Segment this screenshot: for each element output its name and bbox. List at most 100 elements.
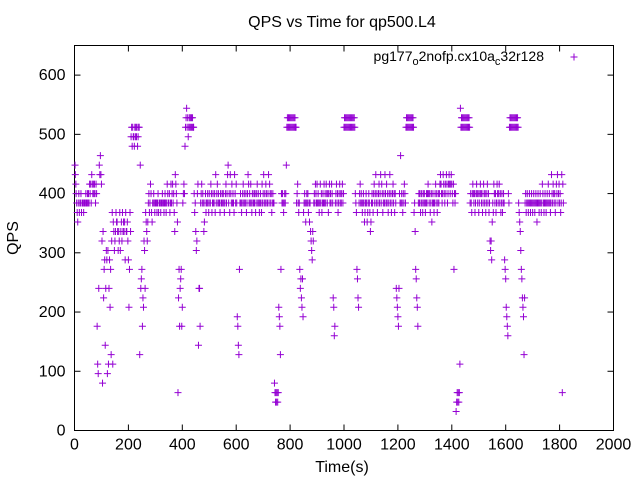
x-tick-label: 1800 <box>542 437 578 454</box>
data-point <box>355 303 363 311</box>
data-point <box>447 171 455 179</box>
x-axis-title: Time(s) <box>315 459 369 476</box>
x-tick-label: 600 <box>223 437 250 454</box>
data-point <box>172 190 180 198</box>
data-point <box>270 199 278 207</box>
data-point <box>520 351 528 359</box>
data-point <box>309 237 317 245</box>
data-point <box>213 180 221 188</box>
data-point <box>143 227 151 235</box>
data-point <box>393 294 401 302</box>
data-point <box>324 209 332 217</box>
data-point <box>95 161 103 169</box>
x-tick-label: 200 <box>115 437 142 454</box>
data-point <box>318 209 326 217</box>
legend-part-3: 2nofp.cx10a <box>419 48 495 64</box>
legend-part-1: pg177 <box>374 48 413 64</box>
data-point <box>275 313 283 321</box>
data-point <box>173 218 181 226</box>
data-point <box>183 104 191 112</box>
data-point <box>424 180 432 188</box>
data-point <box>306 218 314 226</box>
data-point <box>456 104 464 112</box>
data-point <box>96 152 104 160</box>
data-point <box>224 161 232 169</box>
data-point <box>143 237 151 245</box>
data-point <box>386 171 394 179</box>
x-tick-label: 400 <box>169 437 196 454</box>
data-point <box>100 265 108 273</box>
data-point <box>124 237 132 245</box>
data-point <box>269 190 277 198</box>
data-point <box>258 209 266 217</box>
x-tick-label: 1400 <box>434 437 470 454</box>
data-point <box>505 199 513 207</box>
data-point <box>514 123 522 131</box>
data-point <box>498 209 506 217</box>
data-point <box>173 199 181 207</box>
data-point <box>391 209 399 217</box>
data-point <box>280 209 288 217</box>
data-point <box>141 284 149 292</box>
data-point <box>394 313 402 321</box>
data-point <box>296 284 304 292</box>
data-point <box>339 190 347 198</box>
data-point <box>118 237 126 245</box>
data-point <box>230 209 238 217</box>
y-tick-label: 500 <box>39 126 66 143</box>
data-point <box>123 218 131 226</box>
data-point <box>294 180 302 188</box>
data-point <box>138 322 146 330</box>
data-point <box>353 265 361 273</box>
data-point <box>517 246 525 254</box>
data-point <box>136 351 144 359</box>
data-point <box>330 332 338 340</box>
data-point <box>548 171 556 179</box>
data-point <box>101 341 109 349</box>
data-point <box>466 123 474 131</box>
data-point <box>127 227 135 235</box>
data-point <box>504 190 512 198</box>
data-point <box>488 218 496 226</box>
data-point <box>538 180 546 188</box>
data-point <box>268 209 276 217</box>
legend-part-4: c <box>495 56 501 68</box>
data-point <box>74 218 82 226</box>
data-point <box>172 180 180 188</box>
data-point <box>148 218 156 226</box>
data-point <box>366 227 374 235</box>
data-point <box>194 341 202 349</box>
data-point <box>247 180 255 188</box>
data-point <box>495 180 503 188</box>
data-point <box>104 246 112 254</box>
data-point <box>412 275 420 283</box>
data-point <box>277 265 285 273</box>
data-point <box>296 265 304 273</box>
data-point <box>235 351 243 359</box>
data-point <box>191 209 199 217</box>
data-point <box>94 360 102 368</box>
data-point <box>178 303 186 311</box>
data-point <box>339 199 347 207</box>
legend-marker <box>570 53 578 61</box>
data-point <box>533 218 541 226</box>
y-axis-title: QPS <box>5 221 22 255</box>
data-point <box>521 294 529 302</box>
data-point <box>192 227 200 235</box>
data-point <box>198 180 206 188</box>
legend-plus-marker <box>570 53 578 61</box>
data-point <box>304 190 312 198</box>
y-tick-label: 600 <box>39 67 66 84</box>
data-point <box>93 190 101 198</box>
data-point <box>95 284 103 292</box>
data-point <box>517 265 525 273</box>
data-point <box>177 275 185 283</box>
data-point <box>170 209 178 217</box>
data-point <box>413 294 421 302</box>
data-point <box>207 180 215 188</box>
data-point <box>308 246 316 254</box>
data-point <box>449 180 457 188</box>
data-point <box>298 303 306 311</box>
data-point <box>428 218 436 226</box>
data-point <box>190 123 198 131</box>
